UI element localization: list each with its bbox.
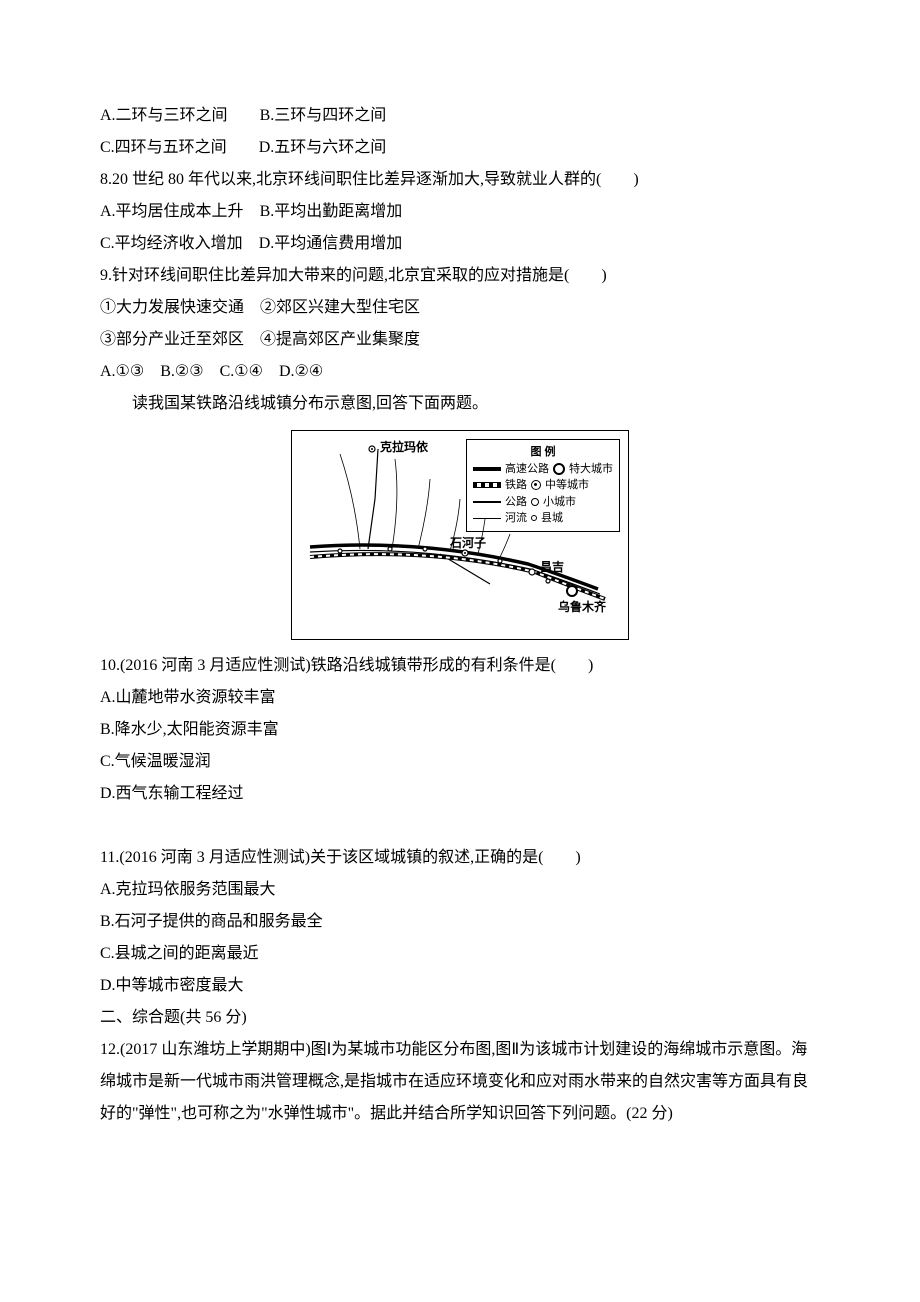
q11-c: C.县城之间的距离最近 <box>100 938 820 970</box>
map-figure: 克拉玛依 石河子 昌吉 乌鲁木齐 图 例 高速公路特大城市 铁路中等城市 公路小… <box>100 430 820 640</box>
svg-text:克拉玛依: 克拉玛依 <box>380 439 429 454</box>
svg-text:昌吉: 昌吉 <box>540 559 564 574</box>
q11-b: B.石河子提供的商品和服务最全 <box>100 906 820 938</box>
q9-s2: ③部分产业迁至郊区 ④提高郊区产业集聚度 <box>100 324 820 356</box>
q9-stem: 9.针对环线间职住比差异加大带来的问题,北京宜采取的应对措施是( ) <box>100 260 820 292</box>
q10-d: D.西气东输工程经过 <box>100 778 820 810</box>
svg-text:石河子: 石河子 <box>449 535 486 550</box>
q10-a: A.山麓地带水资源较丰富 <box>100 682 820 714</box>
q11-stem: 11.(2016 河南 3 月适应性测试)关于该区域城镇的叙述,正确的是( ) <box>100 842 820 874</box>
q9-s1: ①大力发展快速交通 ②郊区兴建大型住宅区 <box>100 292 820 324</box>
opt-c: C.四环与五环之间 D.五环与六环之间 <box>100 132 820 164</box>
map-legend: 图 例 高速公路特大城市 铁路中等城市 公路小城市 河流县城 <box>466 439 620 532</box>
q8-ab: A.平均居住成本上升 B.平均出勤距离增加 <box>100 196 820 228</box>
q8-stem: 8.20 世纪 80 年代以来,北京环线间职住比差异逐渐加大,导致就业人群的( … <box>100 164 820 196</box>
q9-opts: A.①③ B.②③ C.①④ D.②④ <box>100 356 820 388</box>
q10-stem: 10.(2016 河南 3 月适应性测试)铁路沿线城镇带形成的有利条件是( ) <box>100 650 820 682</box>
q12-text: 12.(2017 山东潍坊上学期期中)图Ⅰ为某城市功能区分布图,图Ⅱ为该城市计划… <box>100 1034 820 1130</box>
q8-cd: C.平均经济收入增加 D.平均通信费用增加 <box>100 228 820 260</box>
opt-a: A.二环与三环之间 B.三环与四环之间 <box>100 100 820 132</box>
svg-text:乌鲁木齐: 乌鲁木齐 <box>558 599 607 614</box>
map-intro: 读我国某铁路沿线城镇分布示意图,回答下面两题。 <box>100 388 820 420</box>
q11-d: D.中等城市密度最大 <box>100 970 820 1002</box>
q10-b: B.降水少,太阳能资源丰富 <box>100 714 820 746</box>
q11-a: A.克拉玛依服务范围最大 <box>100 874 820 906</box>
q10-c: C.气候温暖湿润 <box>100 746 820 778</box>
section2-title: 二、综合题(共 56 分) <box>100 1002 820 1034</box>
